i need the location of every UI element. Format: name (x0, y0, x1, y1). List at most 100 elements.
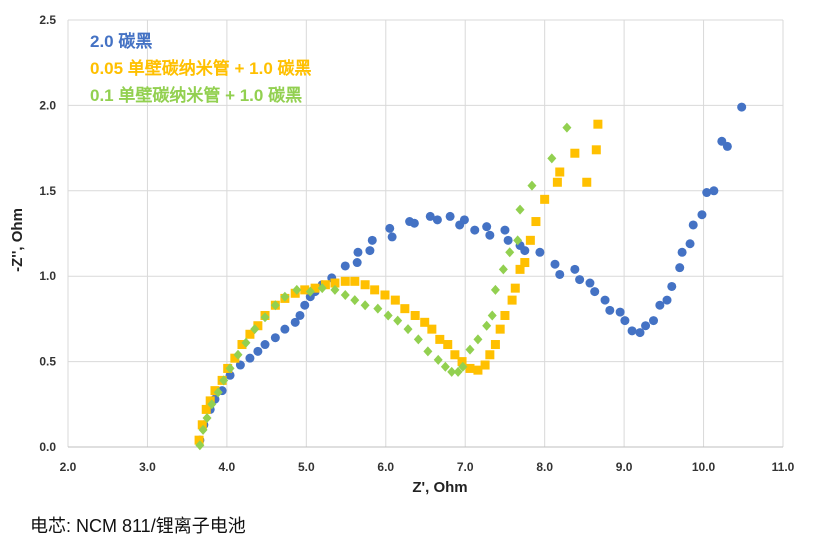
data-point (292, 284, 302, 295)
x-tick-label: 5.0 (298, 460, 315, 474)
data-point (620, 316, 630, 326)
data-point (470, 225, 480, 235)
x-tick-label: 4.0 (219, 460, 236, 474)
data-point (295, 310, 305, 320)
y-tick-label: 2.5 (39, 13, 56, 27)
data-point (219, 375, 229, 386)
data-point (503, 235, 513, 245)
data-point (500, 310, 510, 320)
data-point (480, 360, 490, 370)
data-point (260, 340, 270, 350)
y-tick-label: 1.0 (39, 269, 56, 283)
data-point (482, 222, 492, 232)
data-point (317, 283, 327, 294)
data-point (531, 217, 541, 227)
data-point (290, 288, 300, 298)
data-point (525, 235, 535, 245)
grid (67, 19, 784, 448)
data-point (520, 246, 530, 256)
data-point (201, 404, 211, 414)
caption: 电芯: NCM 811/锂离子电池 (30, 516, 246, 536)
x-axis-label: Z', Ohm (412, 479, 467, 496)
data-point (270, 300, 280, 311)
data-point (495, 324, 505, 334)
data-point (590, 287, 600, 297)
data-point (605, 305, 615, 315)
data-point (385, 223, 395, 233)
data-point (500, 225, 510, 235)
data-point (453, 366, 463, 377)
data-point (233, 349, 243, 360)
data-point (340, 276, 350, 286)
data-point (245, 353, 255, 363)
data-point (353, 247, 363, 257)
data-point (383, 310, 393, 321)
data-point (555, 167, 565, 177)
data-point (570, 264, 580, 274)
data-point (555, 269, 565, 279)
data-point (330, 278, 340, 288)
data-point (552, 177, 562, 187)
x-tick-label: 2.0 (60, 460, 77, 474)
data-point (722, 141, 732, 151)
legend-entry-series-3: 0.1 单壁碳纳米管 + 1.0 碳黑 (90, 85, 302, 105)
data-point (253, 346, 263, 356)
data-point (400, 304, 410, 314)
data-point (387, 232, 397, 242)
data-point (253, 321, 263, 331)
data-point (465, 363, 475, 373)
data-point (202, 412, 212, 423)
data-point (197, 420, 207, 430)
data-point (485, 350, 495, 360)
data-point (330, 284, 340, 295)
data-point (445, 211, 455, 221)
data-point (280, 291, 290, 302)
data-point (230, 353, 240, 363)
data-point (245, 329, 255, 339)
data-point (352, 258, 362, 268)
data-point (360, 280, 370, 290)
data-point (591, 145, 601, 155)
data-point (225, 370, 235, 380)
legend-entry-series-1: 2.0 碳黑 (90, 31, 152, 51)
data-point (627, 326, 637, 336)
y-tick-label: 2.0 (39, 98, 56, 112)
data-point (540, 194, 550, 204)
data-point (413, 334, 423, 345)
data-point (450, 350, 460, 360)
data-point (210, 386, 220, 396)
data-point (649, 316, 659, 326)
data-point (515, 264, 525, 274)
x-tick-label: 7.0 (457, 460, 474, 474)
data-point (510, 283, 520, 293)
data-point (641, 321, 651, 331)
data-point (458, 361, 468, 372)
data-point (270, 333, 280, 343)
y-tick-label: 0.0 (39, 440, 56, 454)
data-point (709, 186, 719, 196)
data-point (485, 230, 495, 240)
data-point (490, 340, 500, 350)
x-tick-label: 3.0 (139, 460, 156, 474)
y-axis-label: -Z'', Ohm (9, 208, 26, 272)
data-point (432, 215, 442, 225)
data-point (410, 310, 420, 320)
data-point (482, 320, 492, 331)
data-point (547, 153, 557, 164)
data-point (250, 324, 260, 335)
data-point (570, 148, 580, 158)
x-tick-label: 10.0 (692, 460, 716, 474)
data-point (737, 102, 747, 112)
data-point (340, 261, 350, 271)
data-point (205, 396, 215, 406)
data-point (655, 300, 665, 310)
data-point (423, 346, 433, 357)
data-point (457, 357, 467, 367)
data-point (370, 285, 380, 295)
data-point (380, 290, 390, 300)
data-point (393, 315, 403, 326)
data-point (373, 303, 383, 314)
data-point (535, 247, 545, 257)
data-point (662, 295, 672, 305)
